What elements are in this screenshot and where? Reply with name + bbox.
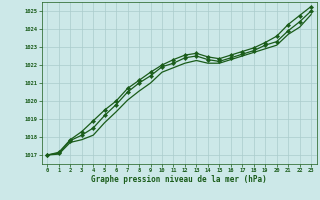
X-axis label: Graphe pression niveau de la mer (hPa): Graphe pression niveau de la mer (hPa) <box>91 175 267 184</box>
